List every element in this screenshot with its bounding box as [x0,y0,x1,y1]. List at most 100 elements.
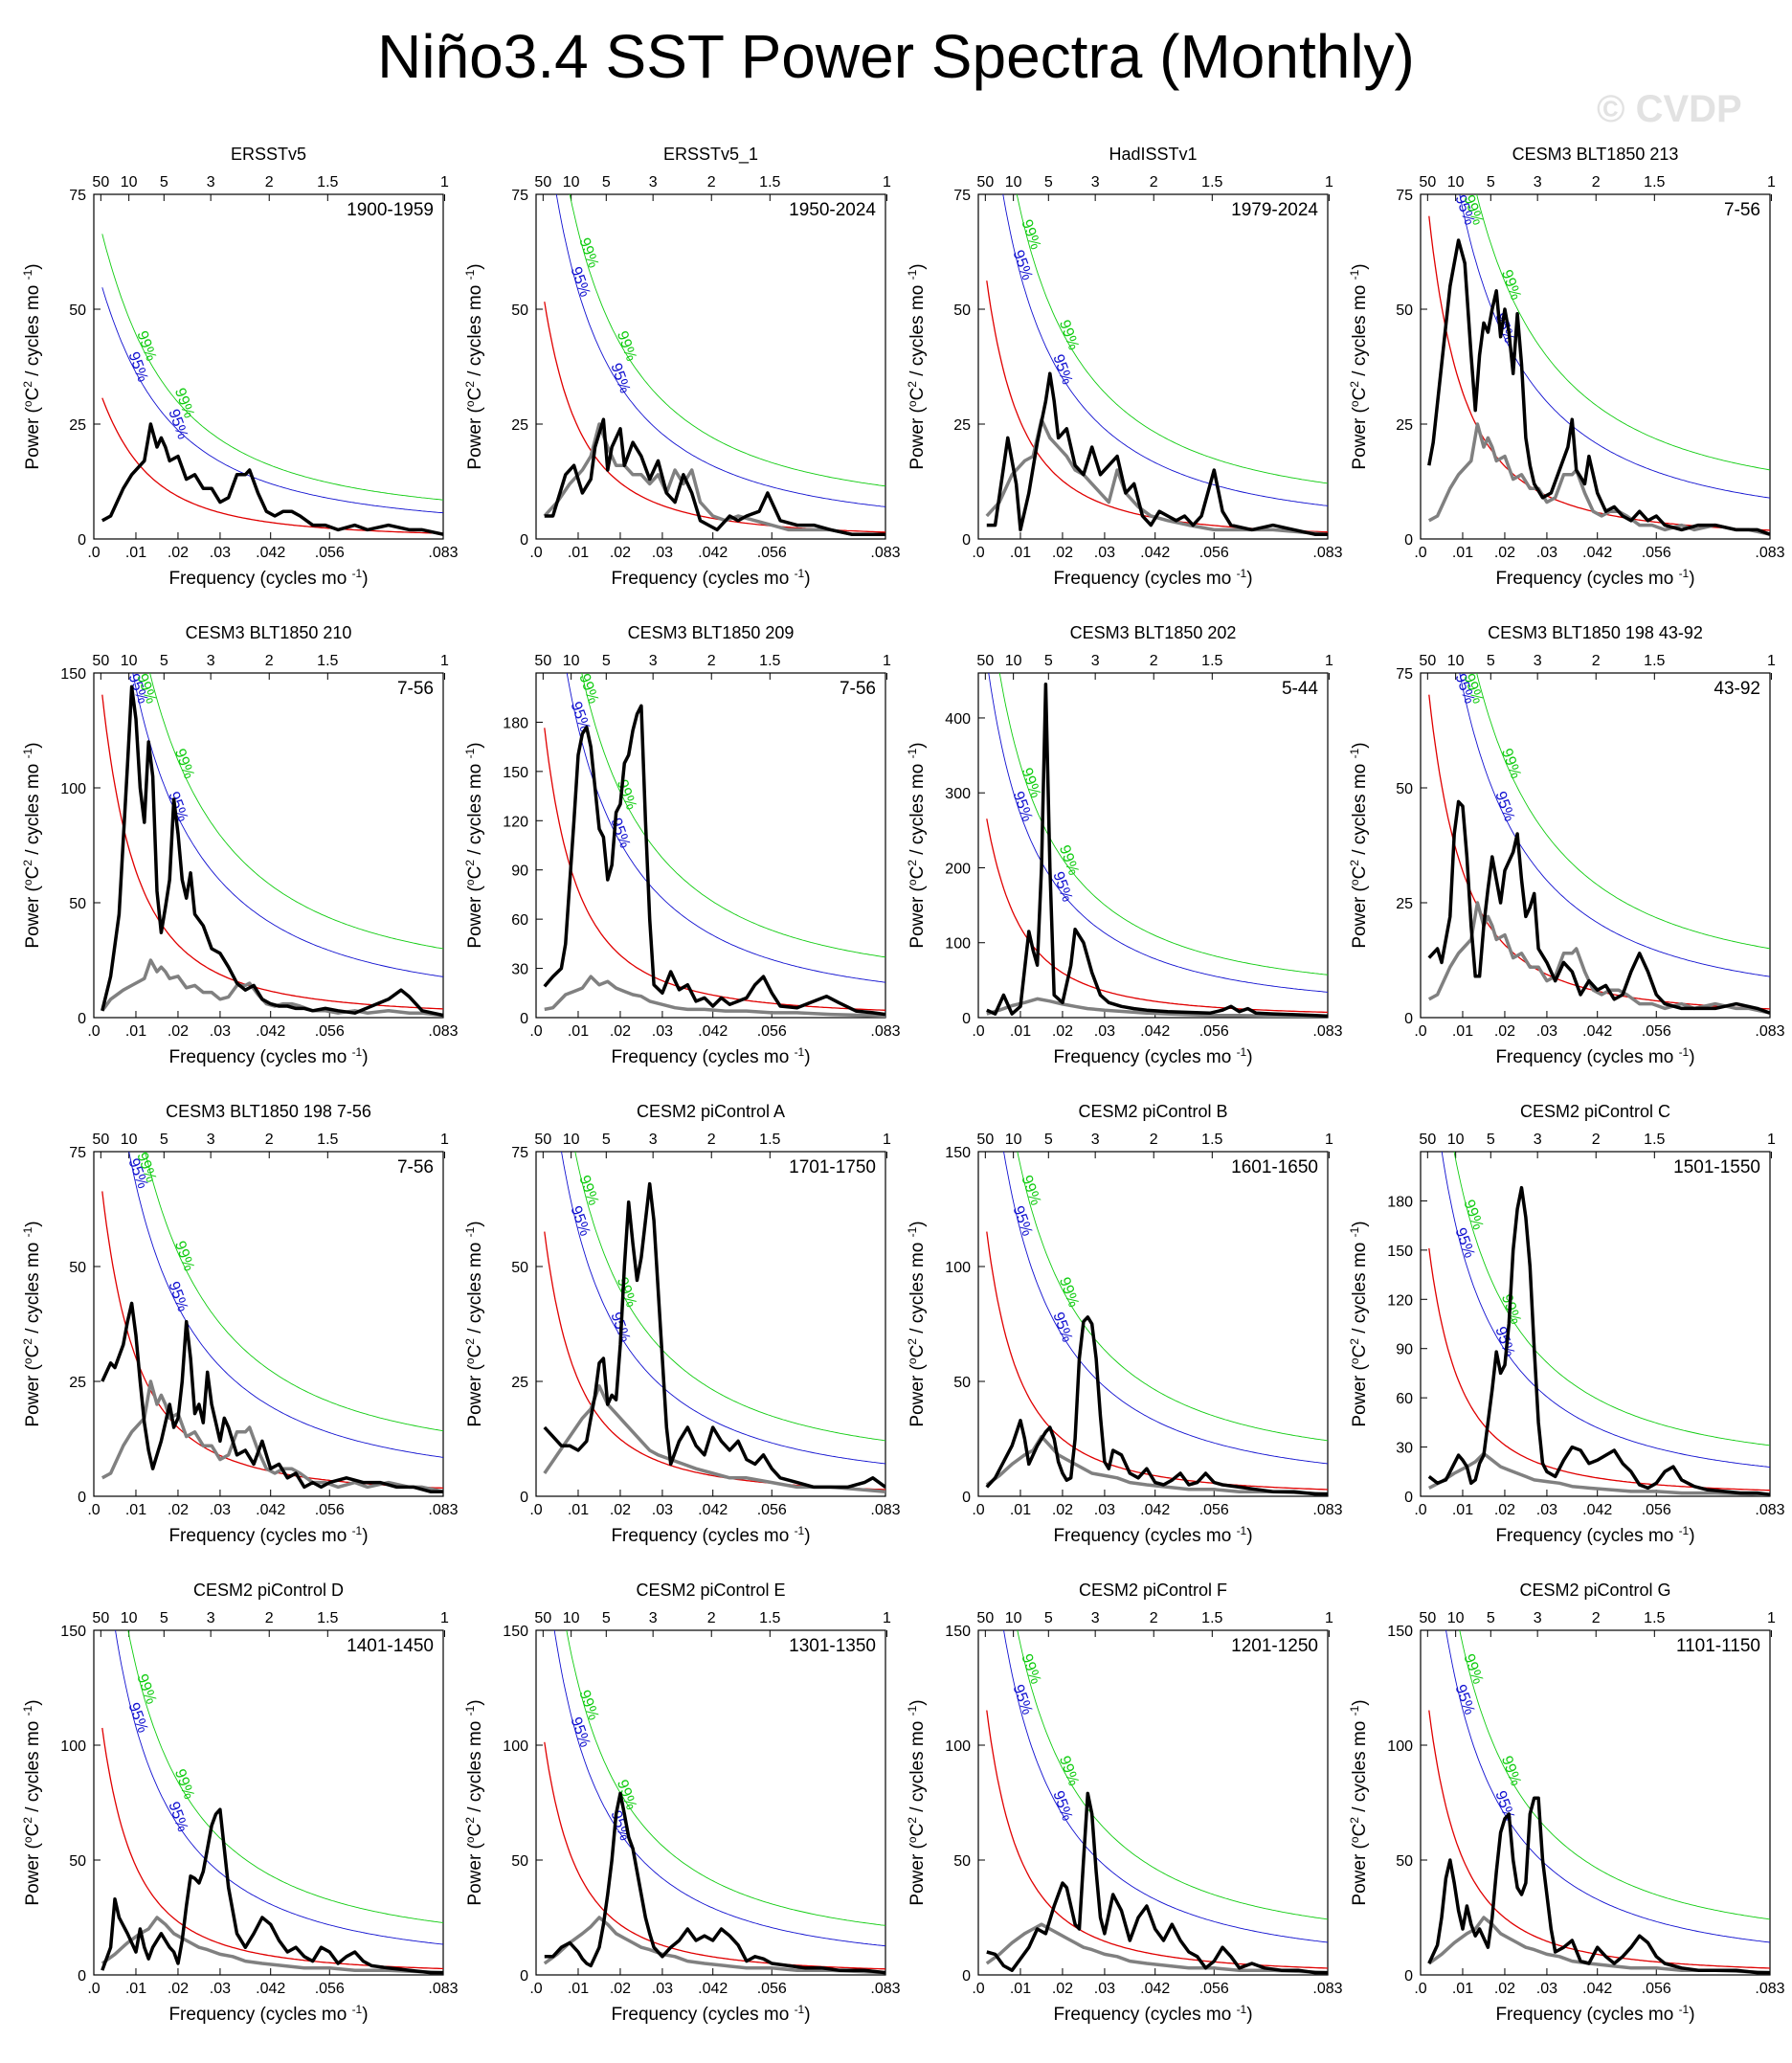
x-tick-label: .0 [529,1502,542,1518]
sig95-curve [1445,1630,1770,1943]
x-tick-label: .01 [568,1023,589,1040]
x-tick-label: .042 [1582,1023,1612,1040]
x-tick-label: .056 [1642,545,1671,561]
period-tick-label: 1 [440,653,449,669]
period-tick-label: 2 [1592,1610,1601,1626]
sig99-label: 99% [1056,1754,1082,1788]
y-tick-label: 0 [78,1011,86,1027]
panel-title: CESM2 piControl B [1078,1102,1227,1121]
spectrum-panel: CESM3 BLT1850 213 7-56 .0 .01 .02 .03 .042 .056… [1348,145,1785,589]
period-tick-label: 1.5 [759,174,780,191]
x-tick-label: .042 [698,1981,728,1997]
y-tick-label: 120 [1387,1292,1413,1309]
sig95-curve [553,1630,885,1947]
period-tick-label: 2 [265,1610,274,1626]
period-tick-label: 5 [160,174,168,191]
period-tick-label: 1 [1325,1132,1333,1148]
period-label: 1601-1650 [1231,1157,1318,1177]
period-label: 1401-1450 [347,1636,434,1656]
y-tick-label: 120 [503,814,528,830]
panel-title: CESM3 BLT1850 213 [1512,145,1679,164]
x-tick-label: .01 [125,1981,146,1997]
x-tick-label: .02 [1494,1981,1515,1997]
period-tick-label: 3 [1534,1610,1542,1626]
plot-area: 95%99%95%99% [1427,1630,1770,1975]
x-tick-label: .083 [1312,1502,1342,1518]
x-tick-label: .03 [652,1981,673,1997]
x-tick-label: .02 [1494,545,1515,561]
sig99-curve [1017,1152,1328,1442]
sig95-label: 95% [1049,352,1075,387]
red-noise-curve [986,280,1328,533]
sig95-curve [1003,1630,1328,1943]
x-tick-label: .042 [256,1502,285,1518]
sig95-curve [561,1152,885,1465]
x-tick-label: .03 [210,1023,231,1040]
y-axis-label: Power (oC2 / cycles mo -1) [21,742,43,948]
plot-frame [535,193,886,540]
x-tick-label: .0 [529,1981,542,1997]
panel-title: CESM3 BLT1850 210 [186,623,352,642]
period-tick-label: 1.5 [1644,1610,1665,1626]
period-label: 7-56 [397,1157,434,1177]
x-tick-label: .083 [1312,545,1342,561]
y-tick-label: 25 [953,417,971,434]
period-tick-label: 1.5 [317,653,338,669]
x-tick-label: .042 [1140,1502,1170,1518]
x-tick-label: .02 [168,1981,189,1997]
period-tick-label: 5 [1487,1610,1495,1626]
sig99-label: 99% [1498,268,1524,303]
reference-spectrum-series [101,958,443,1018]
spectrum-series [101,422,443,536]
y-tick-label: 25 [69,417,86,434]
x-tick-label: .083 [428,1023,458,1040]
period-label: 1701-1750 [789,1157,876,1177]
spectrum-series [986,682,1328,1018]
y-tick-label: 75 [511,1145,528,1161]
x-tick-label: .0 [87,1023,100,1040]
y-tick-label: 50 [69,1260,86,1276]
period-tick-label: 2 [1150,653,1158,669]
spectrum-panel: HadISSTv1 1979-2024 .0 .01 .02 .03 .042 .056 .08… [906,145,1343,589]
period-tick-label: 10 [121,1610,138,1626]
sig99-curve [1453,1152,1770,1446]
y-tick-label: 100 [60,1738,86,1755]
x-tick-label: .03 [1094,1023,1115,1040]
spectrum-series [101,684,443,1018]
spectrum-panel: CESM2 piControl G 1101-1150 .0 .01 .02 .03 .04… [1348,1581,1785,2025]
period-tick-label: 1 [1767,1610,1776,1626]
y-tick-label: 150 [503,1624,528,1640]
x-tick-label: .083 [870,1502,900,1518]
x-tick-label: .0 [1414,1023,1426,1040]
spectrum-series [543,704,885,1017]
period-tick-label: 5 [1487,1132,1495,1148]
period-tick-label: 2 [265,653,274,669]
sig99-label: 99% [1018,217,1043,252]
period-tick-label: 2 [1592,1132,1601,1148]
sig99-curve [127,1630,443,1923]
y-tick-label: 0 [1404,1011,1413,1027]
period-tick-label: 50 [534,1610,551,1626]
period-tick-label: 10 [1447,653,1465,669]
y-tick-label: 50 [953,1853,971,1870]
y-tick-label: 0 [520,532,528,549]
page-title: Niño3.4 SST Power Spectra (Monthly) [377,22,1415,91]
period-tick-label: 50 [92,653,109,669]
y-tick-label: 0 [520,1968,528,1985]
sig99-curve [1476,194,1770,471]
period-tick-label: 2 [1150,1132,1158,1148]
plot-frame [535,1151,886,1497]
x-tick-label: .02 [168,545,189,561]
x-tick-label: .083 [1755,545,1784,561]
y-tick-label: 75 [953,188,971,204]
x-tick-label: .0 [972,1502,984,1518]
sig95-curve [132,673,443,977]
x-tick-label: .083 [1312,1981,1342,1997]
period-tick-label: 3 [1091,653,1100,669]
x-axis-label: Frequency (cycles mo -1) [168,1524,368,1546]
x-tick-label: .083 [1755,1023,1784,1040]
y-tick-label: 180 [503,715,528,731]
x-tick-label: .042 [1140,545,1170,561]
red-noise-curve [101,1191,443,1490]
